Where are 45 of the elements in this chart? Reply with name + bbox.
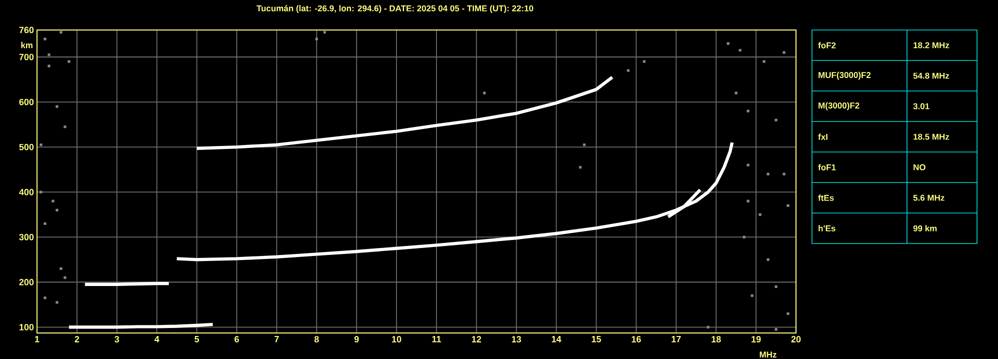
category-label: MUF(3000)F2 bbox=[818, 72, 871, 80]
category-label: M(3000)F2 bbox=[818, 102, 860, 110]
y-tick-label: 500 bbox=[19, 144, 34, 150]
x-tick-label: 9 bbox=[354, 336, 359, 342]
x-tick-label: 1 bbox=[35, 336, 40, 342]
y-tick-label: 700 bbox=[19, 54, 34, 60]
x-axis-title: MHz bbox=[760, 352, 776, 358]
y-tick-label: 760 bbox=[19, 26, 34, 34]
text: 54.8 MHz bbox=[913, 72, 950, 79]
x-tick-label: 20 bbox=[791, 336, 801, 342]
x-tick-label: 16 bbox=[632, 336, 641, 342]
y-axis-title: km bbox=[21, 42, 32, 48]
x-tick-label: 6 bbox=[234, 336, 239, 342]
x-tick-label: 12 bbox=[472, 336, 482, 342]
category-label: ftEs bbox=[818, 194, 834, 201]
x-tick-label: 11 bbox=[432, 336, 441, 342]
x-tick-label: 8 bbox=[314, 336, 319, 342]
x-tick-label: 4 bbox=[154, 336, 160, 342]
category-label: fxI bbox=[818, 134, 828, 140]
text: NO bbox=[914, 164, 926, 170]
text: 3.01 bbox=[913, 103, 930, 110]
text: 18.2 MHz bbox=[914, 42, 950, 48]
y-tick-label: 300 bbox=[19, 234, 34, 240]
x-tick-label: 13 bbox=[512, 336, 522, 342]
x-tick-label: 18 bbox=[712, 336, 721, 342]
x-tick-label: 15 bbox=[592, 336, 602, 342]
x-tick-label: 2 bbox=[74, 336, 80, 342]
text: 99 km bbox=[913, 225, 937, 232]
y-tick-label: 400 bbox=[19, 188, 34, 196]
x-tick-label: 17 bbox=[672, 336, 681, 342]
y-tick-label: 100 bbox=[20, 324, 34, 330]
category-label: h'Es bbox=[818, 225, 836, 232]
y-tick-label: 200 bbox=[19, 278, 34, 286]
text: 18.5 MHz bbox=[914, 134, 950, 140]
x-tick-label: 3 bbox=[114, 336, 120, 342]
x-tick-label: 7 bbox=[274, 336, 279, 342]
chart-title: Tucumán (lat: -26.9, lon: 294.6) - DATE: 2025 04 05 - TIME (UT): 22:10 bbox=[256, 5, 534, 14]
x-tick-label: 14 bbox=[552, 336, 562, 342]
y-tick-label: 600 bbox=[19, 98, 34, 106]
text: 5.6 MHz bbox=[913, 194, 944, 201]
x-tick-label: 5 bbox=[194, 336, 200, 342]
x-tick-label: 19 bbox=[752, 336, 761, 342]
category-label: foF1 bbox=[818, 164, 836, 170]
category-label: foF2 bbox=[818, 42, 836, 48]
x-tick-label: 10 bbox=[392, 336, 402, 342]
